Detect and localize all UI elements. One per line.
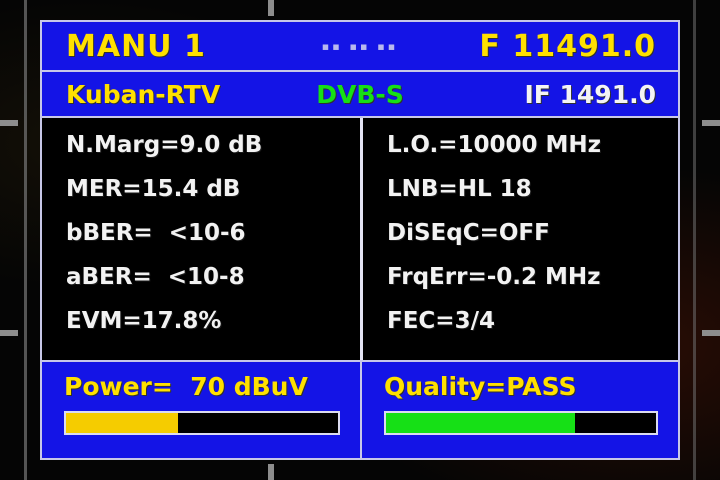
metric-fec: FEC=3/4 [387, 308, 495, 334]
metric-diseqc: DiSEqC=OFF [387, 220, 550, 246]
power-meter-label: Power= 70 dBuV [64, 372, 308, 401]
measurement-column-right: L.O.=10000 MHz LNB=HL 18 DiSEqC=OFF FrqE… [360, 118, 678, 360]
quality-bar-fill [386, 413, 575, 433]
metric-local-oscillator: L.O.=10000 MHz [387, 132, 601, 158]
power-meter: Power= 70 dBuV [42, 362, 360, 458]
background-tick-top [268, 0, 274, 16]
metric-aber: aBER= <10-8 [66, 264, 245, 290]
background-tick-left-upper [0, 120, 18, 126]
header-status-indicator: ▪▪ ▪▪ ▪▪ [321, 39, 399, 53]
if-frequency-readout: IF 1491.0 [524, 79, 656, 109]
metric-mer: MER=15.4 dB [66, 176, 241, 202]
background-tick-left-lower [0, 330, 18, 336]
quality-bar-track [384, 411, 658, 435]
measurement-panel: MANU 1 ▪▪ ▪▪ ▪▪ F 11491.0 Kuban-RTV DVB-… [40, 20, 680, 460]
power-bar-track [64, 411, 340, 435]
background-tick-right-lower [702, 330, 720, 336]
background-edge-line-right [693, 0, 696, 480]
transmission-standard: DVB-S [316, 79, 404, 109]
title-row: MANU 1 ▪▪ ▪▪ ▪▪ F 11491.0 [42, 22, 678, 72]
measurements-area: N.Marg=9.0 dB MER=15.4 dB bBER= <10-6 aB… [42, 118, 678, 362]
quality-meter-label: Quality=PASS [384, 372, 577, 401]
metric-bber: bBER= <10-6 [66, 220, 246, 246]
measurement-column-left: N.Marg=9.0 dB MER=15.4 dB bBER= <10-6 aB… [42, 118, 360, 360]
metric-noise-margin: N.Marg=9.0 dB [66, 132, 263, 158]
quality-meter: Quality=PASS [360, 362, 678, 458]
metric-lnb: LNB=HL 18 [387, 176, 532, 202]
background-tick-bottom [268, 464, 274, 480]
metric-frequency-error: FrqErr=-0.2 MHz [387, 264, 601, 290]
metric-evm: EVM=17.8% [66, 308, 222, 334]
channel-plan-title: MANU 1 [66, 28, 206, 64]
power-bar-fill [66, 413, 178, 433]
service-row: Kuban-RTV DVB-S IF 1491.0 [42, 72, 678, 118]
meters-area: Power= 70 dBuV Quality=PASS [42, 362, 678, 458]
rf-frequency-readout: F 11491.0 [479, 28, 656, 64]
background-edge-line-left [24, 0, 27, 480]
service-name: Kuban-RTV [66, 79, 221, 109]
background-tick-right-upper [702, 120, 720, 126]
